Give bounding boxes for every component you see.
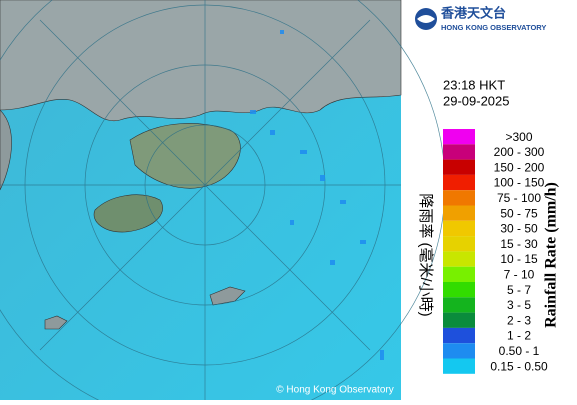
legend-swatch bbox=[443, 236, 475, 252]
legend-swatch bbox=[443, 190, 475, 206]
legend-label: 50 - 75 bbox=[500, 206, 538, 220]
legend-swatch bbox=[443, 297, 475, 313]
legend-label: 2 - 3 bbox=[507, 313, 531, 327]
legend-label: 100 - 150 bbox=[494, 176, 545, 190]
legend-label: 3 - 5 bbox=[507, 298, 531, 312]
radar-map: © Hong Kong Observatory bbox=[0, 0, 446, 405]
legend-label: 30 - 50 bbox=[500, 222, 538, 236]
legend-swatch bbox=[443, 266, 475, 282]
legend-swatch bbox=[443, 358, 475, 374]
legend-swatch bbox=[443, 282, 475, 298]
legend-swatch bbox=[443, 144, 475, 160]
legend-swatch bbox=[443, 205, 475, 221]
legend-swatch bbox=[443, 343, 475, 359]
legend-label: >300 bbox=[505, 130, 532, 144]
legend-label: 75 - 100 bbox=[497, 191, 541, 205]
legend-swatch bbox=[443, 174, 475, 191]
legend-swatch bbox=[443, 159, 475, 175]
legend-label: 200 - 300 bbox=[494, 145, 545, 159]
legend-label: 0.15 - 0.50 bbox=[490, 359, 548, 373]
logo-name-en: HONG KONG OBSERVATORY bbox=[441, 23, 546, 32]
legend-swatch bbox=[443, 312, 475, 328]
logo: 香港天文台 HONG KONG OBSERVATORY bbox=[415, 5, 546, 32]
legend-title-en: Rainfall Rate (mm/h) bbox=[543, 182, 560, 328]
legend-label: 15 - 30 bbox=[500, 237, 538, 251]
legend-label: 0.50 - 1 bbox=[499, 344, 540, 358]
legend-title-zh: 降雨率 (毫米/小時) bbox=[417, 193, 435, 316]
copyright: © Hong Kong Observatory bbox=[276, 385, 393, 396]
legend-swatch bbox=[443, 129, 475, 145]
legend-label: 1 - 2 bbox=[507, 329, 531, 343]
legend-swatch bbox=[443, 327, 475, 344]
date: 29-09-2025 bbox=[443, 93, 510, 108]
legend-label: 150 - 200 bbox=[494, 160, 545, 174]
legend-label: 7 - 10 bbox=[504, 268, 535, 282]
time: 23:18 HKT bbox=[443, 77, 505, 92]
legend-label: 10 - 15 bbox=[500, 252, 538, 266]
legend-label: 5 - 7 bbox=[507, 283, 531, 297]
logo-name-zh: 香港天文台 bbox=[440, 5, 506, 20]
legend-swatch bbox=[443, 220, 475, 237]
legend-swatch bbox=[443, 251, 475, 267]
